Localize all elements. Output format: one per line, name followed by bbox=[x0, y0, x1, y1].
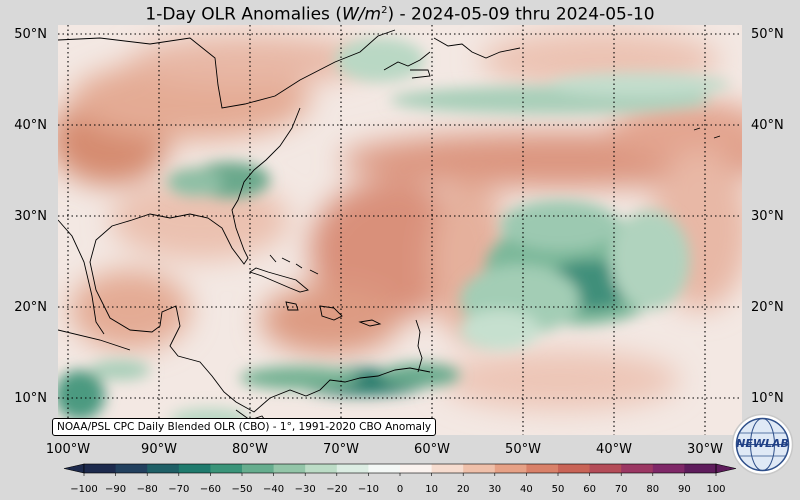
lat-label-left: 20°N bbox=[14, 300, 47, 315]
lat-label-left: 10°N bbox=[14, 391, 47, 406]
colorbar-swatch bbox=[242, 464, 275, 473]
lon-label: 70°W bbox=[323, 442, 359, 457]
colorbar-tick-label: 40 bbox=[520, 484, 533, 495]
lon-label: 80°W bbox=[232, 442, 268, 457]
colorbar-tick-label: −70 bbox=[168, 484, 190, 495]
logo-wordmark: NEWLAB bbox=[736, 437, 789, 450]
lon-label: 100°W bbox=[45, 442, 91, 457]
colorbar-tick-label: −90 bbox=[105, 484, 127, 495]
colorbar-swatch bbox=[589, 464, 622, 473]
colorbar-tick-label: −10 bbox=[357, 484, 379, 495]
colorbar-tick-label: −40 bbox=[263, 484, 285, 495]
colorbar-swatch bbox=[305, 464, 338, 473]
colorbar-swatch bbox=[147, 464, 180, 473]
colorbar-tick-label: −30 bbox=[294, 484, 316, 495]
coastlines bbox=[58, 29, 721, 431]
lat-label-left: 40°N bbox=[14, 118, 47, 133]
colorbar-swatch bbox=[494, 464, 527, 473]
lon-label: 90°W bbox=[141, 442, 177, 457]
lon-label: 40°W bbox=[596, 442, 632, 457]
globe-logo-icon: NEWLAB bbox=[731, 413, 794, 476]
colorbar-swatch bbox=[463, 464, 496, 473]
colorbar-swatch bbox=[684, 464, 717, 473]
colorbar-swatch bbox=[431, 464, 464, 473]
colorbar-swatch bbox=[115, 464, 148, 473]
lat-label-left: 30°N bbox=[14, 209, 47, 224]
colorbar bbox=[63, 463, 737, 476]
lat-label-right: 30°N bbox=[751, 209, 784, 224]
colorbar-tick-label: 80 bbox=[646, 484, 660, 495]
colorbar-swatch bbox=[368, 464, 401, 473]
colorbar-tick-label: 20 bbox=[456, 484, 470, 495]
anomaly-field bbox=[58, 25, 742, 435]
lat-label-right: 20°N bbox=[751, 300, 784, 315]
data-source-credit: NOAA/PSL CPC Daily Blended OLR (CBO) - 1… bbox=[52, 418, 437, 436]
colorbar-swatch bbox=[558, 464, 591, 473]
colorbar-swatch bbox=[178, 464, 211, 473]
lat-label-right: 50°N bbox=[751, 27, 784, 42]
lon-label: 60°W bbox=[414, 442, 450, 457]
colorbar-swatch bbox=[400, 464, 433, 473]
colorbar-tick-label: 30 bbox=[488, 484, 502, 495]
lat-label-right: 40°N bbox=[751, 118, 784, 133]
colorbar-tick-label: 0 bbox=[396, 484, 404, 495]
colorbar-extend-min bbox=[63, 463, 85, 474]
colorbar-swatch bbox=[336, 464, 369, 473]
map-title: 1-Day OLR Anomalies (W/m2) - 2024-05-09 … bbox=[145, 4, 655, 25]
colorbar-swatch bbox=[526, 464, 559, 473]
colorbar-tick-label: −50 bbox=[231, 484, 253, 495]
lat-label-left: 50°N bbox=[14, 27, 47, 42]
colorbar-tick-label: 60 bbox=[583, 484, 596, 495]
colorbar-tick-label: 50 bbox=[551, 484, 565, 495]
lat-label-right: 10°N bbox=[751, 391, 784, 406]
colorbar-swatch bbox=[210, 464, 243, 473]
colorbar-tick-label: −60 bbox=[199, 484, 221, 495]
colorbar-swatch bbox=[652, 464, 685, 473]
colorbar-tick-label: 100 bbox=[706, 484, 726, 495]
graticule bbox=[58, 25, 742, 435]
colorbar-swatch bbox=[621, 464, 654, 473]
colorbar-tick-label: 90 bbox=[678, 484, 691, 495]
colorbar-tick-label: −100 bbox=[70, 484, 98, 495]
colorbar-tick-label: −20 bbox=[326, 484, 348, 495]
lon-label: 50°W bbox=[505, 442, 541, 457]
colorbar-swatch bbox=[84, 464, 117, 473]
lon-label: 30°W bbox=[687, 442, 723, 457]
colorbar-swatch bbox=[273, 464, 306, 473]
colorbar-tick-label: 70 bbox=[614, 484, 628, 495]
colorbar-tick-label: 10 bbox=[425, 484, 438, 495]
colorbar-tick-label: −80 bbox=[136, 484, 158, 495]
